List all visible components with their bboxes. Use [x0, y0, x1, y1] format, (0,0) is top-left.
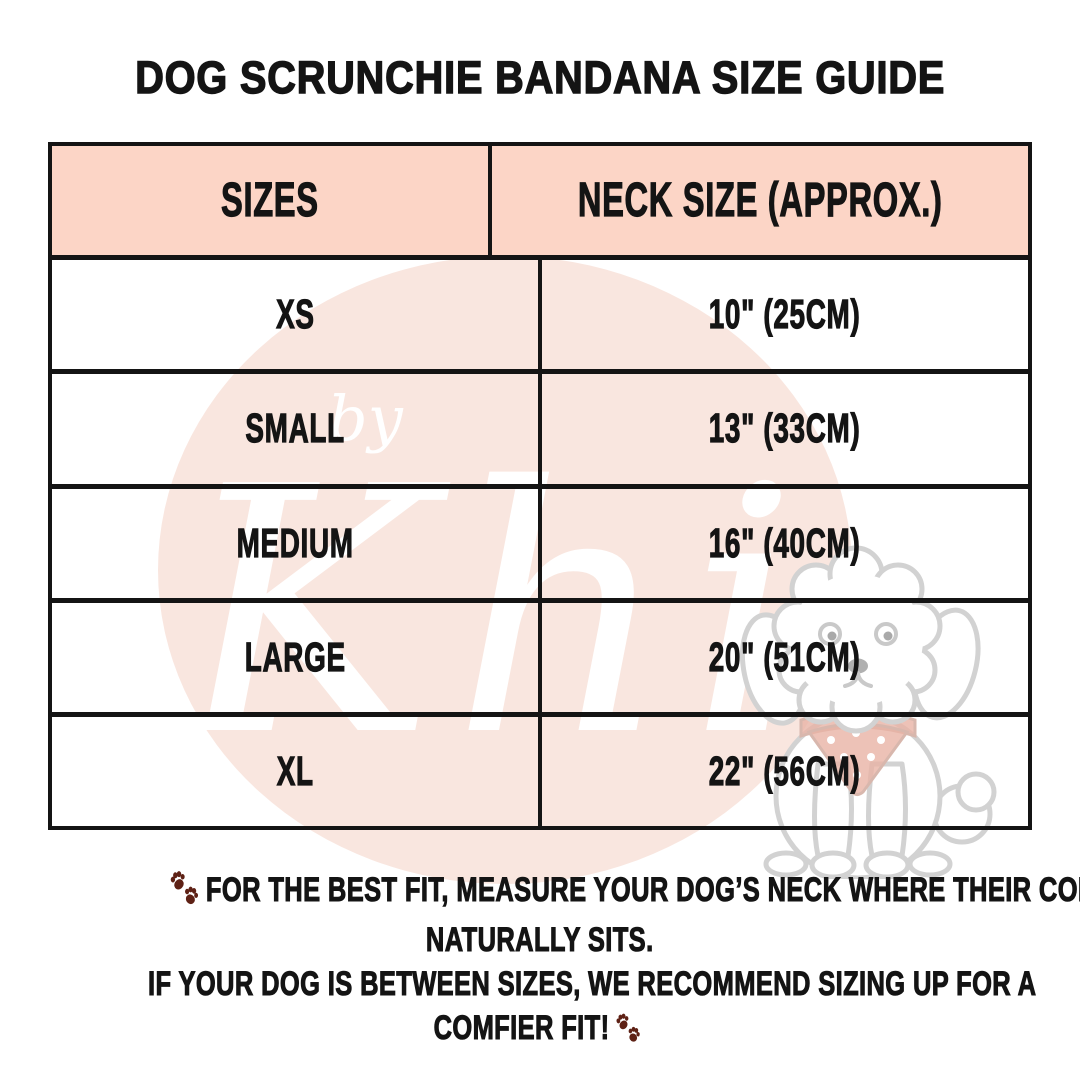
watermark-brand-text: Khi — [175, 415, 816, 811]
neck-cell: 20" (51CM) — [538, 602, 1028, 712]
size-value: XS — [275, 291, 315, 338]
header-cell-neck-size: NECK SIZE (APPROX.) — [487, 146, 1028, 256]
size-value: MEDIUM — [236, 519, 354, 566]
neck-cell: 13" (33CM) — [538, 374, 1028, 484]
dog-face — [818, 622, 898, 688]
size-table: SIZES NECK SIZE (APPROX.) XS 10" (25CM) … — [48, 142, 1032, 830]
table-row: XL 22" (56CM) — [52, 711, 1028, 827]
fit-note-line: FOR THE BEST FIT, MEASURE YOUR DOG’S NEC… — [0, 868, 1080, 918]
fit-note-line: IF YOUR DOG IS BETWEEN SIZES, WE RECOMME… — [0, 962, 1080, 1006]
brand-watermark-script: by Khi — [175, 382, 816, 811]
size-value: XL — [276, 747, 314, 794]
dog-eye — [883, 631, 893, 641]
dog-illustration — [740, 545, 997, 879]
fit-note-line: COMFIER FIT! — [0, 1006, 1080, 1056]
dog-head — [791, 574, 923, 706]
fit-note-line: NATURALLY SITS. — [0, 918, 1080, 962]
header-cell-sizes: SIZES — [52, 146, 488, 255]
fit-note-text: NATURALLY SITS. — [426, 920, 654, 959]
size-value: LARGE — [244, 633, 346, 680]
fit-notes: FOR THE BEST FIT, MEASURE YOUR DOG’S NEC… — [0, 868, 1080, 1056]
table-row: LARGE 20" (51CM) — [52, 597, 1028, 712]
neck-value: 13" (33CM) — [709, 405, 861, 452]
paw-prints-icon — [170, 869, 200, 918]
page-title-text: DOG SCRUNCHIE BANDANA SIZE GUIDE — [134, 51, 945, 104]
neck-cell: 10" (25CM) — [538, 260, 1028, 370]
size-cell: MEDIUM — [52, 489, 538, 598]
neck-cell: 22" (56CM) — [538, 716, 1028, 827]
neck-value: 16" (40CM) — [709, 519, 861, 566]
neck-cell: 16" (40CM) — [538, 488, 1028, 598]
header-sizes-label: SIZES — [220, 173, 319, 228]
header-neck-size-label: NECK SIZE (APPROX.) — [577, 173, 943, 228]
fit-note-text: FOR THE BEST FIT, MEASURE YOUR DOG’S NEC… — [205, 870, 1080, 909]
size-cell: XS — [52, 260, 538, 369]
neck-value: 20" (51CM) — [709, 633, 861, 680]
brand-watermark-circle — [158, 256, 852, 884]
dog-eye — [827, 631, 837, 641]
neck-value: 10" (25CM) — [709, 291, 861, 338]
size-value: SMALL — [245, 405, 345, 452]
neck-value: 22" (56CM) — [709, 747, 861, 794]
table-row: XS 10" (25CM) — [52, 255, 1028, 370]
fit-note-text: IF YOUR DOG IS BETWEEN SIZES, WE RECOMME… — [148, 964, 1037, 1003]
size-cell: SMALL — [52, 374, 538, 483]
dog-nose — [848, 658, 868, 674]
size-cell: XL — [52, 717, 538, 826]
table-row: SMALL 13" (33CM) — [52, 369, 1028, 484]
table-row: MEDIUM 16" (40CM) — [52, 483, 1028, 598]
fit-note-text: COMFIER FIT! — [433, 1008, 610, 1047]
table-header-row: SIZES NECK SIZE (APPROX.) — [52, 146, 1028, 256]
watermark-by-text: by — [328, 382, 404, 455]
paw-prints-icon — [615, 1011, 641, 1056]
size-cell: LARGE — [52, 603, 538, 712]
page-title: DOG SCRUNCHIE BANDANA SIZE GUIDE — [0, 51, 1080, 104]
